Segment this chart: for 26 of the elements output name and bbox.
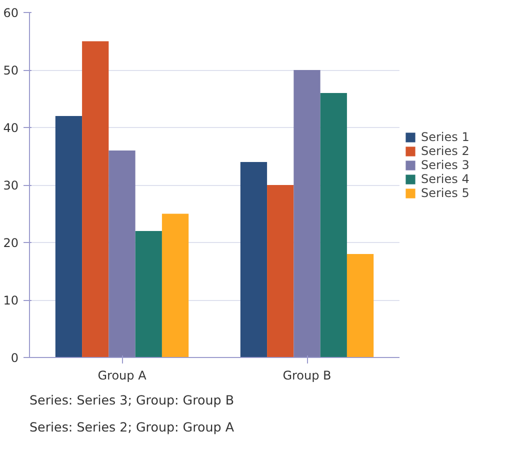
- text: Series: Series 2; Group: Group A: [30, 420, 234, 434]
- bar: [294, 70, 320, 358]
- y-tick-label: 30: [3, 178, 19, 192]
- bar: [135, 231, 162, 358]
- text: Series: Series 3; Group: Group B: [30, 392, 234, 408]
- y-tick-label: 50: [3, 64, 19, 78]
- bar: [346, 254, 374, 358]
- y-tick-label: 10: [3, 294, 19, 308]
- y-tick-label: 40: [3, 121, 19, 135]
- x-tick-label: Group B: [282, 368, 332, 382]
- bar: [267, 185, 294, 358]
- y-tick-label: 0: [10, 351, 19, 365]
- bar: [320, 93, 347, 358]
- legend-label: Series 3: [421, 158, 470, 172]
- legend-label: Series 1: [421, 130, 470, 144]
- bar: [82, 41, 109, 358]
- bar: [240, 162, 268, 358]
- legend-label: Series 5: [421, 186, 470, 200]
- legend-label: Series 4: [421, 172, 470, 186]
- y-tick-label: 60: [3, 6, 19, 20]
- bar: [162, 214, 189, 358]
- x-tick-label: Group A: [98, 368, 148, 382]
- legend-label: Series 2: [421, 144, 470, 158]
- bar: [55, 116, 82, 358]
- y-tick-label: 20: [3, 236, 19, 250]
- bar: [108, 150, 136, 358]
